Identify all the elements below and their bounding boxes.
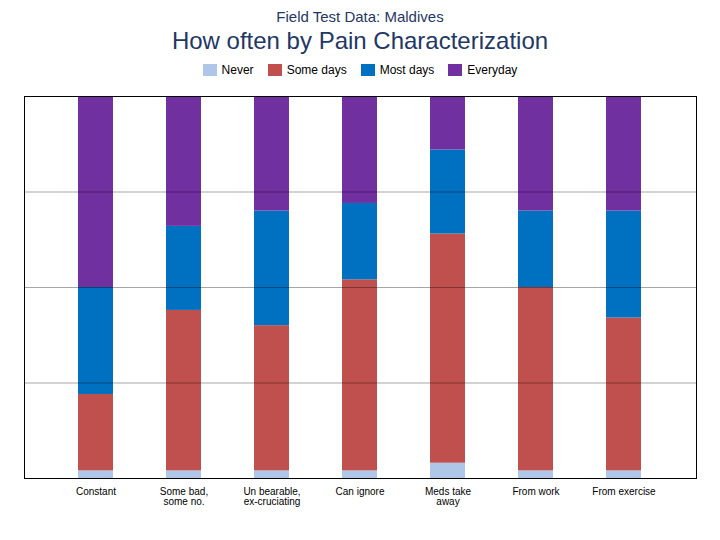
html-text:How often by Pain Characteriza: How often by Pain Characterization: [171, 27, 549, 54]
html-text:Field Test Data: Maldives: Field Test Data: Maldives: [276, 8, 444, 25]
html-text:Most days: Most days: [379, 63, 435, 77]
html-text:Everyday: Everyday: [467, 63, 518, 77]
svg-text:Some bad,some no.: Some bad,some no.: [160, 486, 208, 507]
svg-text:Constant: Constant: [76, 486, 116, 497]
svg-text:From work: From work: [512, 486, 560, 497]
svg-text:Un bearable,ex-cruciating: Un bearable,ex-cruciating: [243, 486, 300, 507]
svg-text:Can ignore: Can ignore: [336, 486, 385, 497]
html-text:Never: Never: [221, 63, 254, 77]
svg-text:From exercise: From exercise: [592, 486, 656, 497]
html-text:Some days: Some days: [286, 63, 347, 77]
svg-text:Meds takeaway: Meds takeaway: [425, 486, 472, 507]
